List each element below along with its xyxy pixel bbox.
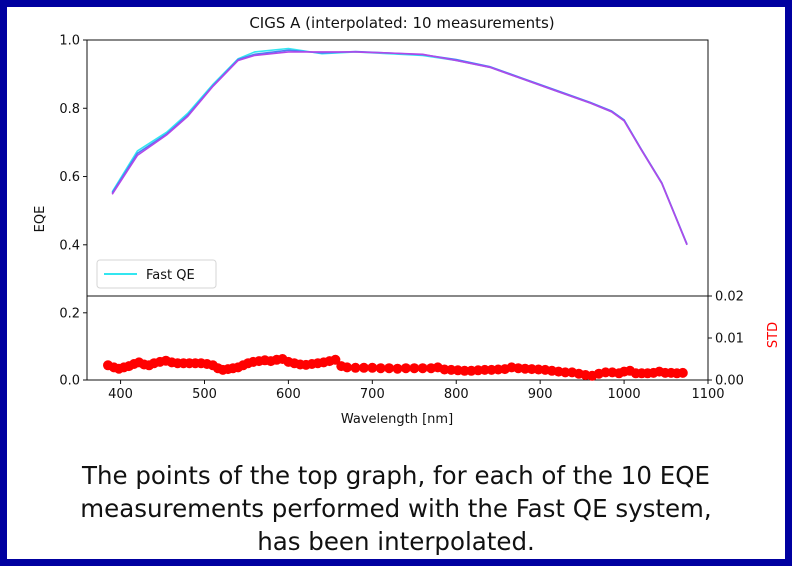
top-y-tick-label: 0.4 bbox=[59, 238, 80, 253]
caption: The points of the top graph, for each of… bbox=[7, 459, 785, 558]
x-tick-label: 1000 bbox=[608, 387, 641, 402]
std-point bbox=[392, 363, 403, 374]
caption-line-1: The points of the top graph, for each of… bbox=[82, 461, 710, 490]
std-point bbox=[417, 363, 428, 374]
legend: Fast QE bbox=[96, 259, 217, 289]
caption-line-3: has been interpolated. bbox=[257, 527, 535, 556]
slide-frame: CIGS A (interpolated: 10 measurements) 1… bbox=[7, 7, 785, 559]
right-y-tick-label: 0.02 bbox=[715, 290, 744, 305]
right-y-tick-label: 0.00 bbox=[715, 374, 744, 389]
std-point bbox=[330, 354, 341, 365]
std-point bbox=[367, 362, 378, 373]
eqe-chart: CIGS A (interpolated: 10 measurements) 1… bbox=[33, 14, 781, 427]
eqe-series-line-3 bbox=[111, 51, 688, 246]
std-point bbox=[342, 362, 353, 373]
bottom-left-y-ticks: 0.2 0.0 bbox=[59, 306, 87, 389]
x-ticks: 400 500 600 700 800 900 1000 1100 bbox=[108, 380, 725, 402]
top-series-group bbox=[111, 47, 688, 246]
legend-label: Fast QE bbox=[146, 268, 195, 283]
std-point bbox=[350, 362, 361, 373]
top-panel-frame bbox=[86, 39, 709, 297]
x-axis-label: Wavelength [nm] bbox=[341, 412, 453, 427]
bottom-y-tick-label: 0.0 bbox=[59, 374, 80, 389]
right-y-tick-label: 0.01 bbox=[715, 332, 744, 347]
top-y-tick-label: 0.8 bbox=[59, 102, 80, 117]
std-point bbox=[677, 367, 688, 378]
x-tick-label: 700 bbox=[360, 387, 385, 402]
std-point bbox=[400, 363, 411, 374]
x-tick-label: 400 bbox=[108, 387, 133, 402]
std-point bbox=[358, 362, 369, 373]
x-tick-label: 1100 bbox=[691, 387, 724, 402]
top-panel: 1.0 0.8 0.6 0.4 Fast QE EQE bbox=[33, 34, 709, 297]
x-tick-label: 500 bbox=[192, 387, 217, 402]
top-y-tick-label: 1.0 bbox=[59, 34, 80, 49]
top-y-ticks: 1.0 0.8 0.6 0.4 bbox=[59, 34, 87, 253]
bottom-right-y-ticks: 0.02 0.01 0.00 bbox=[708, 290, 744, 389]
x-tick-label: 900 bbox=[528, 387, 553, 402]
std-point bbox=[375, 363, 386, 374]
caption-line-2: measurements performed with the Fast QE … bbox=[80, 494, 712, 523]
std-point bbox=[384, 363, 395, 374]
y-axis-label: EQE bbox=[33, 206, 48, 233]
std-points-group bbox=[103, 354, 688, 381]
top-y-tick-label: 0.6 bbox=[59, 170, 80, 185]
chart-title: CIGS A (interpolated: 10 measurements) bbox=[249, 14, 554, 32]
bottom-panel: 0.2 0.0 0.02 0.01 0.00 STD bbox=[59, 290, 781, 389]
legend-box bbox=[96, 259, 217, 289]
std-point bbox=[409, 363, 420, 374]
eqe-series-line-1 bbox=[111, 47, 688, 246]
eqe-series-line-2 bbox=[111, 49, 688, 245]
bottom-y-tick-label: 0.2 bbox=[59, 306, 80, 321]
right-axis-label: STD bbox=[766, 322, 781, 348]
x-tick-label: 800 bbox=[444, 387, 469, 402]
x-tick-label: 600 bbox=[276, 387, 301, 402]
